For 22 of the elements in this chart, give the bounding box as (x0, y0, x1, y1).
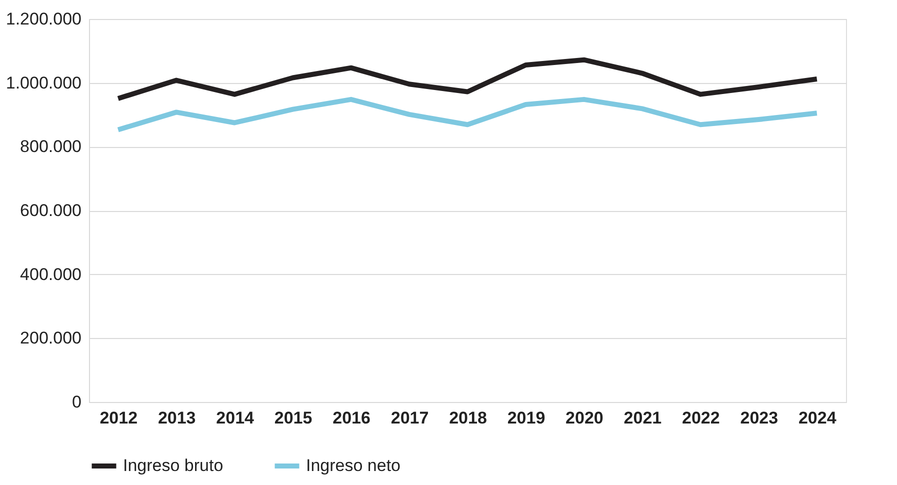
y-tick-label: 800.000 (20, 137, 82, 156)
y-tick-label: 600.000 (20, 201, 82, 220)
x-tick-label: 2012 (100, 408, 138, 428)
x-tick-label: 2023 (740, 408, 778, 428)
legend-label: Ingreso bruto (123, 456, 224, 475)
x-tick-label: 2019 (507, 408, 546, 428)
legend-label: Ingreso neto (306, 456, 401, 475)
y-tick-label: 1.200.000 (6, 10, 82, 28)
x-tick-label: 2018 (449, 408, 487, 428)
x-tick-label: 2015 (274, 408, 312, 428)
y-tick-label: 400.000 (20, 264, 82, 284)
x-tick-label: 2013 (158, 408, 196, 428)
x-tick-label: 2017 (390, 408, 429, 428)
x-tick-label: 2016 (332, 408, 370, 428)
x-tick-label: 2020 (566, 408, 604, 428)
x-tick-label: 2024 (798, 408, 837, 428)
y-tick-label: 200.000 (20, 328, 82, 348)
y-tick-label: 0 (72, 392, 82, 412)
x-tick-label: 2014 (216, 408, 255, 428)
x-tick-label: 2022 (682, 408, 720, 428)
y-tick-label: 1.000.000 (6, 73, 82, 92)
x-tick-label: 2021 (624, 408, 662, 428)
